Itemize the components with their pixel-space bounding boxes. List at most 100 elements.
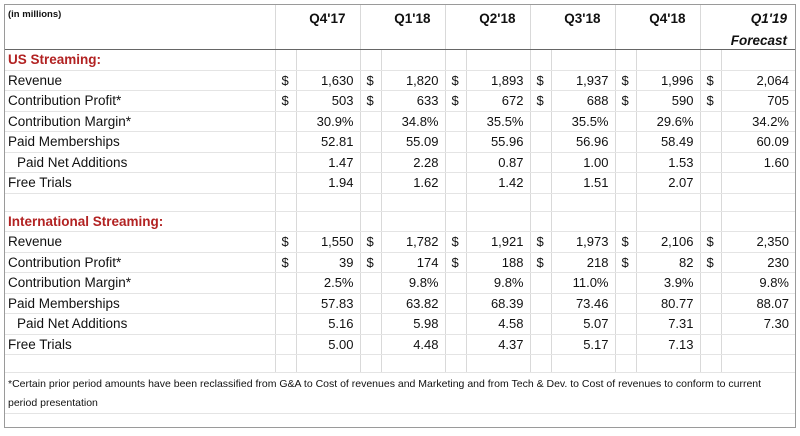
table-row: Contribution Margin* 2.5% 9.8% 9.8% 11.0% 3.9… [5,272,795,294]
currency-symbol [275,334,297,355]
spacer-row [5,193,795,212]
table-row: Revenue $1,550 $1,782 $1,921 $1,973 $2,106 $2,… [5,231,795,253]
currency-symbol: $ [700,90,722,112]
currency-symbol [275,172,297,194]
currency-symbol [360,152,382,173]
cell-value: 1,630 [296,70,361,91]
row-label: Revenue [5,231,276,253]
currency-symbol: $ [700,70,722,91]
currency-symbol [530,334,552,355]
cell-value: 1.94 [296,172,361,194]
currency-symbol [615,111,637,132]
cell-value: 4.48 [381,334,446,355]
currency-symbol: $ [615,90,637,112]
currency-symbol [445,313,467,335]
cell-value: 57.83 [296,293,361,314]
cell-value: 56.96 [551,131,616,153]
section-header-row: US Streaming: [5,49,795,71]
currency-symbol [530,111,552,132]
streaming-financials-table-frame: (in millions) Q4'17 Q1'18 Q2'18 Q3'18 Q4… [4,4,796,428]
cell-value: 5.07 [551,313,616,335]
row-label: Paid Memberships [5,293,276,314]
cell-value: 60.09 [721,131,795,153]
cell-value: 2.5% [296,272,361,294]
currency-symbol [275,131,297,153]
cell-value: 1.47 [296,152,361,173]
units-label: (in millions) [5,5,276,31]
currency-symbol [445,152,467,173]
cell-value: 58.49 [636,131,701,153]
row-label: Contribution Margin* [5,272,276,294]
currency-symbol [275,293,297,314]
row-label: Revenue [5,70,276,91]
cell-value: 4.37 [466,334,531,355]
currency-symbol [700,131,722,153]
currency-symbol [275,313,297,335]
table-row: Contribution Margin* 30.9% 34.8% 35.5% 35.5%… [5,111,795,132]
cell-value: 80.77 [636,293,701,314]
currency-symbol [530,152,552,173]
currency-symbol: $ [360,231,382,253]
currency-symbol [360,272,382,294]
cell-value: 3.9% [636,272,701,294]
currency-symbol [445,172,467,194]
row-label: Contribution Profit* [5,90,276,112]
section-title: International Streaming: [5,211,276,232]
row-label: Contribution Margin* [5,111,276,132]
table-row: Paid Memberships 52.81 55.09 55.96 56.96 58.4… [5,131,795,153]
cell-value: 1,820 [381,70,446,91]
currency-symbol [700,313,722,335]
cell-value: 9.8% [466,272,531,294]
currency-symbol: $ [445,90,467,112]
row-label: Contribution Profit* [5,252,276,273]
currency-symbol [445,334,467,355]
cell-value: 5.16 [296,313,361,335]
currency-symbol [700,152,722,173]
currency-symbol [700,111,722,132]
cell-value: 1.42 [466,172,531,194]
spacer-row [5,354,795,373]
currency-symbol: $ [275,252,297,273]
currency-symbol [360,313,382,335]
cell-value: 1,937 [551,70,616,91]
currency-symbol: $ [360,252,382,273]
cell-value: 1.62 [381,172,446,194]
currency-symbol [615,334,637,355]
header-row-forecast: Forecast [5,31,795,50]
cell-value: 1,893 [466,70,531,91]
currency-symbol: $ [360,70,382,91]
cell-value: 7.13 [636,334,701,355]
cell-value: 1.53 [636,152,701,173]
cell-value: 7.30 [721,313,795,335]
row-label: Paid Net Additions [5,152,276,173]
cell-value: 230 [721,252,795,273]
cell-value: 218 [551,252,616,273]
table-row: Contribution Profit* $503 $633 $672 $688 $590… [5,90,795,112]
cell-value: 1.51 [551,172,616,194]
column-header: Q4'17 [275,5,361,31]
cell-value: 705 [721,90,795,112]
cell-value [721,334,795,355]
table-row: Revenue $1,630 $1,820 $1,893 $1,937 $1,996 $2,… [5,70,795,91]
currency-symbol [615,152,637,173]
forecast-label: Forecast [700,31,795,50]
currency-symbol [700,334,722,355]
currency-symbol: $ [360,90,382,112]
table-row: Contribution Profit* $39 $174 $188 $218 $82 $2… [5,252,795,273]
currency-symbol: $ [530,90,552,112]
cell-value [721,172,795,194]
currency-symbol: $ [445,231,467,253]
header-row: (in millions) Q4'17 Q1'18 Q2'18 Q3'18 Q4… [5,5,795,31]
cell-value: 688 [551,90,616,112]
cell-value: 30.9% [296,111,361,132]
cell-value: 188 [466,252,531,273]
currency-symbol: $ [615,70,637,91]
row-label: Paid Net Additions [5,313,276,335]
currency-symbol [700,172,722,194]
cell-value: 5.98 [381,313,446,335]
currency-symbol [445,293,467,314]
cell-value: 2,064 [721,70,795,91]
cell-value: 0.87 [466,152,531,173]
column-header: Q4'18 [615,5,701,31]
row-label: Paid Memberships [5,131,276,153]
